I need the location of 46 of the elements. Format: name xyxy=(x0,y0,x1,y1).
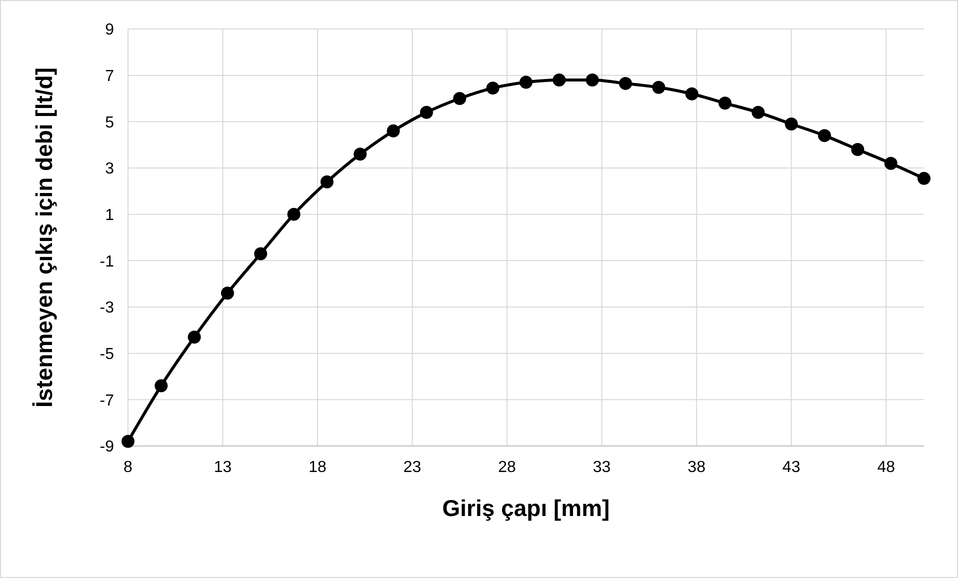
point xyxy=(619,76,632,90)
point xyxy=(552,73,566,86)
point xyxy=(520,76,532,89)
point xyxy=(287,208,300,221)
x-tick-label: 48 xyxy=(877,459,896,476)
point xyxy=(453,92,466,105)
y-tick-label: 1 xyxy=(105,206,114,224)
point xyxy=(254,247,268,260)
point xyxy=(752,106,765,119)
x-tick-label: 13 xyxy=(214,459,232,476)
point xyxy=(386,124,400,138)
y-axis-title: İstenmeyen çıkış için debi [lt/d] xyxy=(31,68,57,408)
point xyxy=(918,172,930,185)
x-tick-label: 28 xyxy=(498,459,516,476)
x-tick-label: 23 xyxy=(403,459,422,476)
point xyxy=(486,82,500,95)
point xyxy=(652,80,666,94)
point xyxy=(586,73,599,86)
point xyxy=(784,117,798,130)
point xyxy=(685,87,698,100)
point xyxy=(851,142,864,156)
x-tick-label: 18 xyxy=(308,459,327,476)
y-tick-label: 9 xyxy=(105,22,114,39)
point xyxy=(188,330,201,344)
point xyxy=(420,106,433,119)
x-tick-label: 38 xyxy=(688,459,706,476)
x-axis-title: Giriş çapı [mm] xyxy=(442,495,610,521)
x-tick-label: 8 xyxy=(124,459,133,476)
point xyxy=(320,175,334,188)
x-tick-label: 43 xyxy=(782,459,800,476)
point xyxy=(122,434,134,448)
point xyxy=(818,129,831,142)
point xyxy=(884,156,898,170)
y-tick-label: 3 xyxy=(105,160,114,178)
y-tick-label: -7 xyxy=(100,392,114,410)
point xyxy=(718,96,732,110)
y-tick-label: 5 xyxy=(105,114,114,132)
point xyxy=(221,286,234,300)
x-tick-label: 33 xyxy=(592,459,611,476)
point xyxy=(154,379,168,392)
y-tick-label: -9 xyxy=(100,438,114,456)
point xyxy=(354,148,367,161)
y-tick-label: -1 xyxy=(100,253,114,270)
y-tick-label: -3 xyxy=(100,300,114,317)
y-tick-label: -5 xyxy=(100,346,114,363)
y-tick-label: 7 xyxy=(105,68,114,85)
